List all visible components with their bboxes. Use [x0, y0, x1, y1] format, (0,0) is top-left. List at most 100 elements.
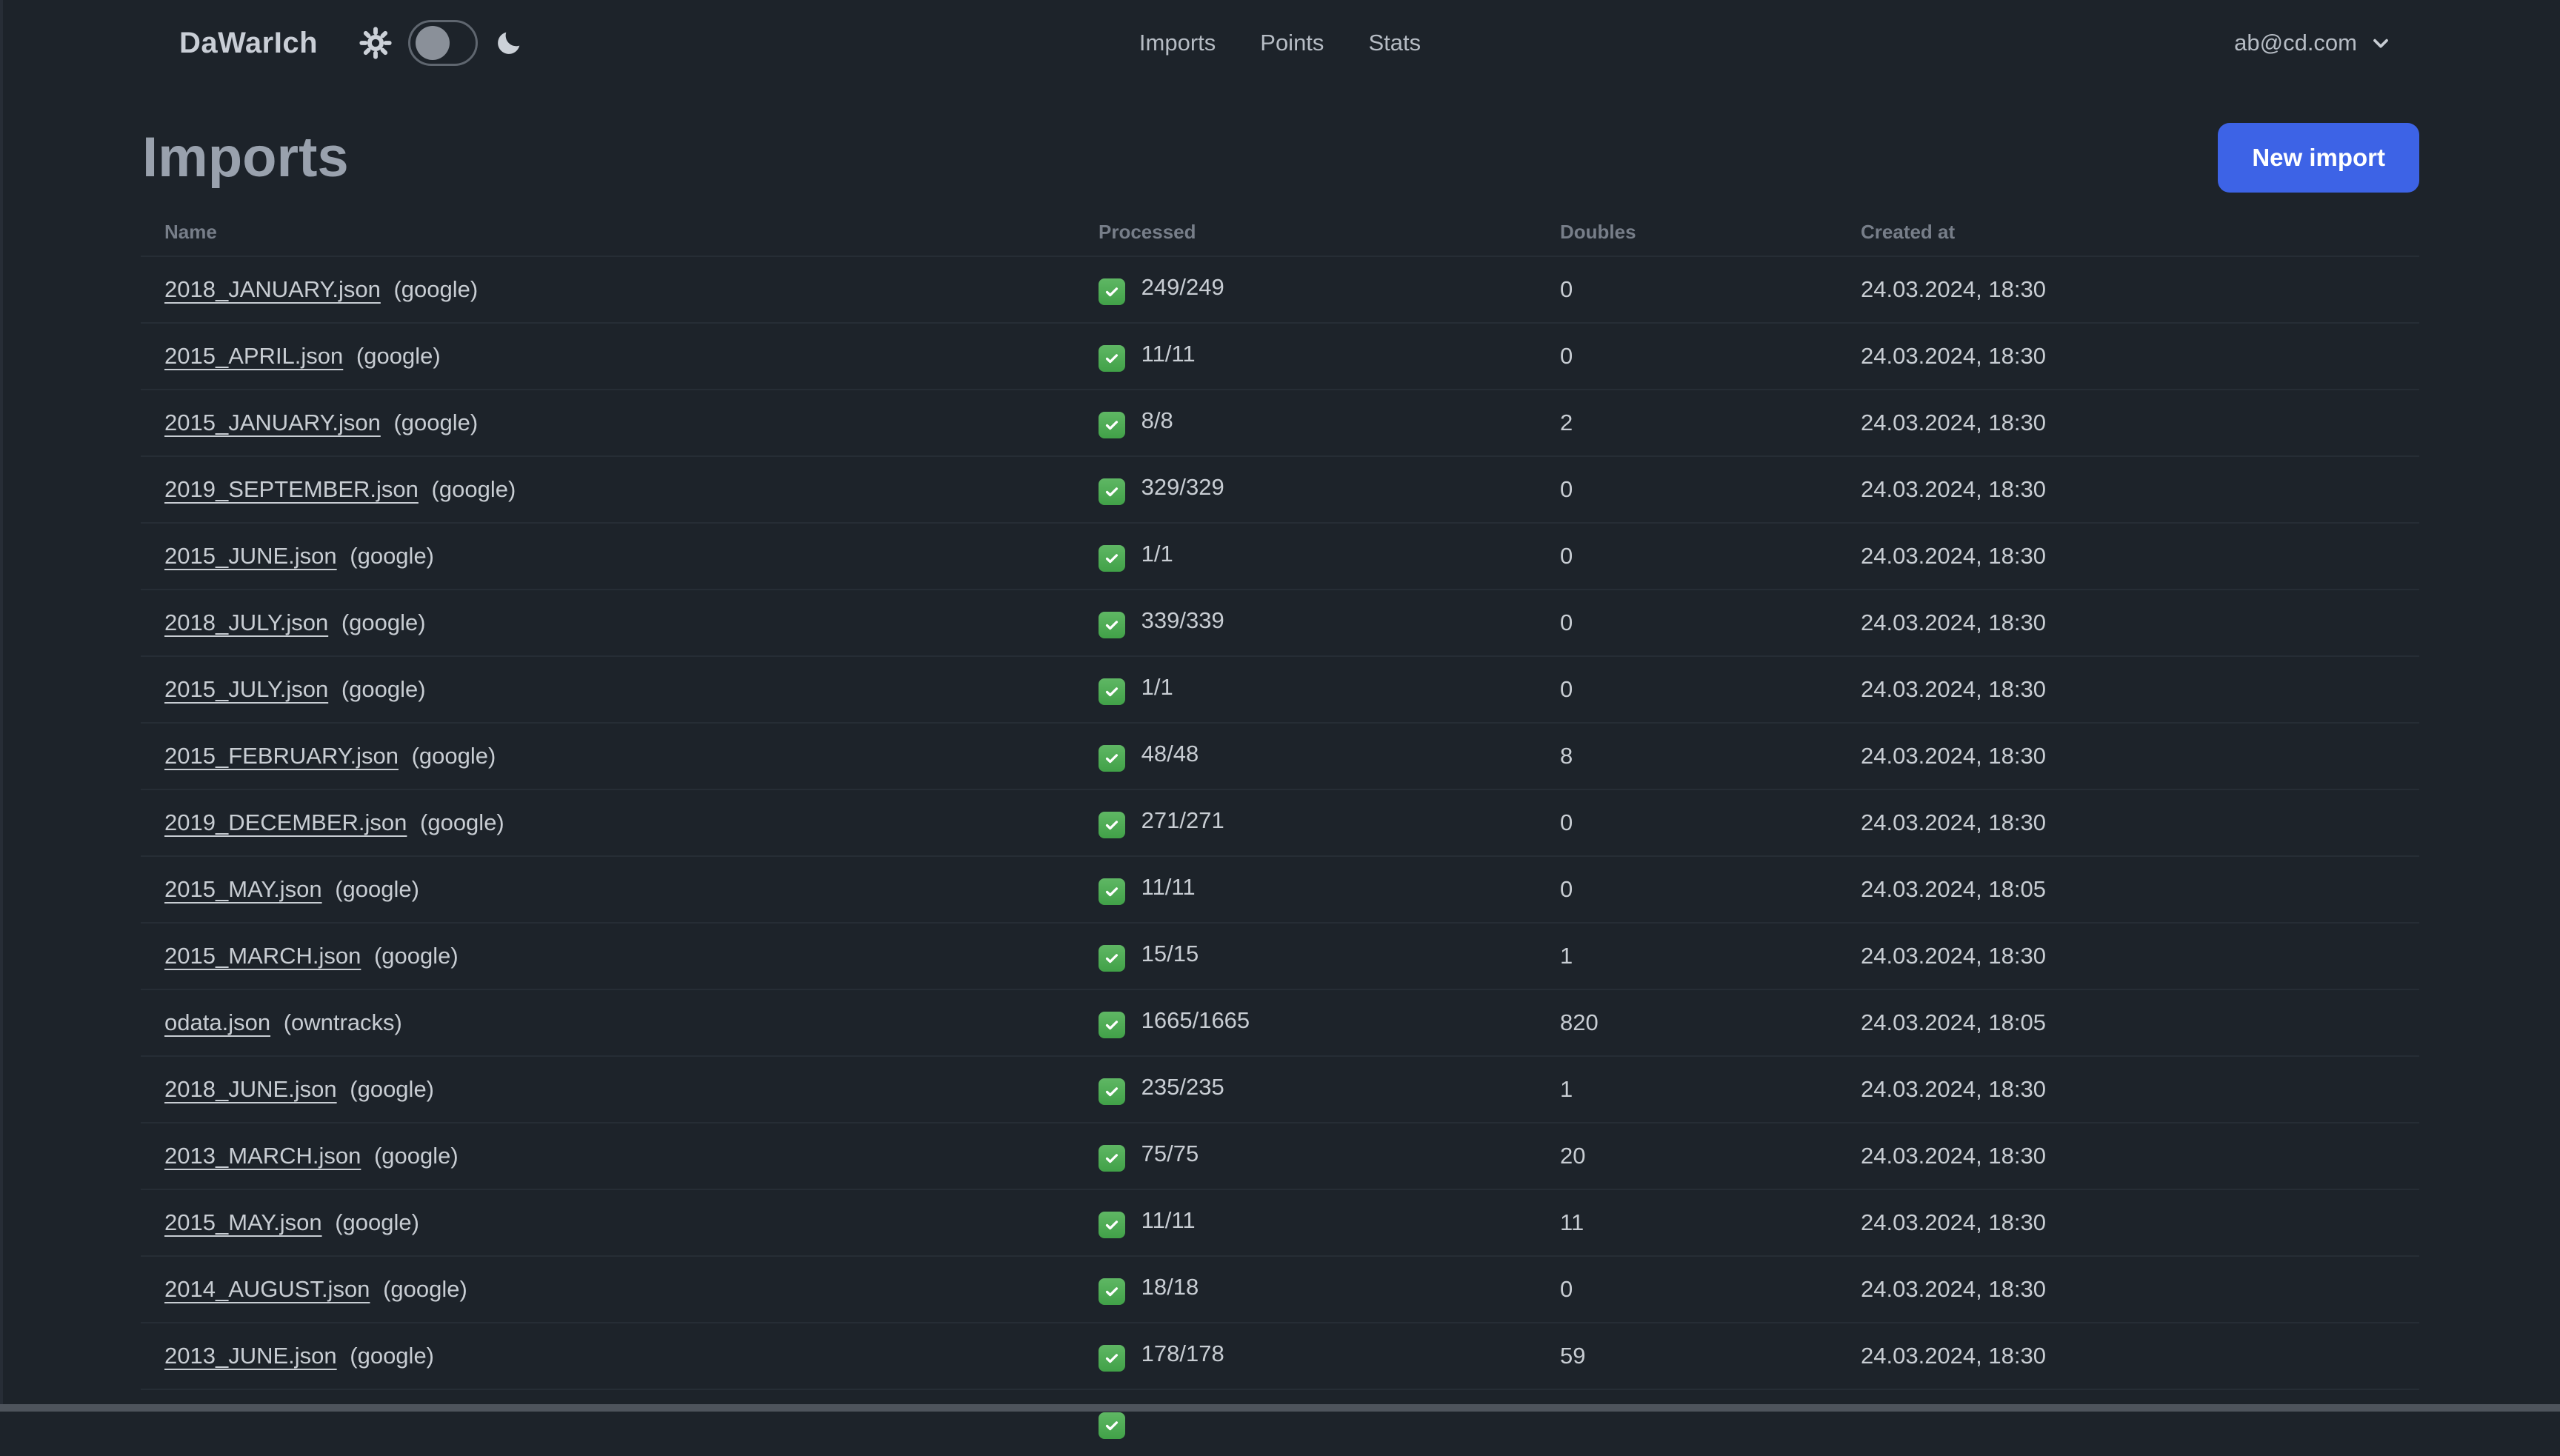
table-row: odata.json (owntracks) 1665/1665 820 24.… — [141, 989, 2419, 1056]
import-source-label: (google) — [350, 1076, 435, 1102]
import-file-link[interactable]: 2014_AUGUST.json — [164, 1276, 370, 1302]
account-email: ab@cd.com — [2234, 30, 2357, 56]
nav-link-imports[interactable]: Imports — [1139, 30, 1216, 56]
table-row: 2018_JUNE.json (google) 235/235 1 24.03.… — [141, 1056, 2419, 1123]
import-file-link[interactable]: 2013_JUNE.json — [164, 1343, 337, 1369]
import-source-label: (google) — [411, 743, 496, 769]
name-cell: 2013_JUNE.json (google) — [141, 1323, 1075, 1389]
navbar-right: ab@cd.com — [2234, 30, 2393, 56]
import-source-label: (google) — [393, 410, 479, 435]
processed-cell: 178/178 — [1075, 1323, 1536, 1389]
doubles-count: 8 — [1560, 743, 1573, 769]
table-row: 2015_MARCH.json (google) 15/15 1 24.03.2… — [141, 923, 2419, 989]
processed-count: 271/271 — [1141, 807, 1224, 833]
name-cell: 2015_MARCH.json (google) — [141, 923, 1075, 989]
doubles-count: 20 — [1560, 1143, 1586, 1169]
processed-cell: 75/75 — [1075, 1123, 1536, 1189]
table-row: 2018_JANUARY.json (google) 249/249 0 24.… — [141, 256, 2419, 323]
page-header: Imports New import — [0, 123, 2560, 193]
table-row: 2013_JUNE.json (google) 178/178 59 24.03… — [141, 1323, 2419, 1389]
nav-link-points[interactable]: Points — [1260, 30, 1324, 56]
import-file-link[interactable]: 2018_JULY.json — [164, 610, 329, 635]
processed-count: 15/15 — [1141, 941, 1199, 966]
import-file-link[interactable]: 2015_APRIL.json — [164, 343, 344, 369]
created-at: 24.03.2024, 18:30 — [1861, 543, 2046, 569]
name-cell: 2015_JUNE.json (google) — [141, 523, 1075, 590]
import-file-link[interactable]: 2015_FEBRUARY.json — [164, 743, 399, 769]
theme-toggle[interactable] — [408, 20, 479, 66]
check-icon — [1099, 678, 1125, 705]
processed-count: 11/11 — [1141, 874, 1196, 900]
created-at: 24.03.2024, 18:30 — [1861, 610, 2046, 635]
import-file-link[interactable]: 2015_JUNE.json — [164, 543, 337, 569]
import-file-link[interactable]: 2018_JANUARY.json — [164, 276, 381, 302]
name-cell: 2015_JULY.json (google) — [141, 656, 1075, 723]
table-row: 2015_JANUARY.json (google) 8/8 2 24.03.2… — [141, 390, 2419, 456]
processed-count: 1/1 — [1141, 674, 1173, 700]
table-row: 2015_JUNE.json (google) 1/1 0 24.03.2024… — [141, 523, 2419, 590]
import-source-label: (google) — [383, 1276, 467, 1302]
table-row: 2014_AUGUST.json (google) 18/18 0 24.03.… — [141, 1256, 2419, 1323]
created-at: 24.03.2024, 18:30 — [1861, 943, 2046, 969]
check-icon — [1099, 545, 1125, 572]
import-file-link[interactable]: 2019_SEPTEMBER.json — [164, 476, 419, 502]
import-file-link[interactable]: 2015_MAY.json — [164, 876, 322, 902]
name-cell: 2015_JANUARY.json (google) — [141, 390, 1075, 456]
check-icon — [1099, 478, 1125, 505]
horizontal-scrollbar[interactable] — [0, 1404, 2560, 1412]
chevron-down-icon — [2373, 39, 2388, 48]
theme-switch-group — [359, 20, 524, 66]
doubles-count: 0 — [1560, 543, 1573, 569]
processed-count: 8/8 — [1141, 407, 1173, 433]
processed-count: 339/339 — [1141, 607, 1224, 633]
import-file-link[interactable]: 2015_JANUARY.json — [164, 410, 381, 435]
processed-cell: 11/11 — [1075, 323, 1536, 390]
import-source-label: (google) — [431, 476, 516, 502]
processed-cell: 8/8 — [1075, 390, 1536, 456]
processed-cell: 48/48 — [1075, 723, 1536, 789]
name-cell: 2013_MARCH.json (google) — [141, 1123, 1075, 1189]
app-logo[interactable]: DaWarIch — [179, 26, 319, 59]
column-header-name: Name — [164, 221, 217, 243]
import-file-link[interactable]: 2018_JUNE.json — [164, 1076, 337, 1102]
moon-icon — [498, 32, 520, 54]
created-at: 24.03.2024, 18:30 — [1861, 343, 2046, 369]
import-file-link[interactable]: 2013_MARCH.json — [164, 1143, 361, 1169]
doubles-count: 59 — [1560, 1343, 1586, 1369]
account-menu[interactable]: ab@cd.com — [2234, 30, 2393, 56]
import-file-link[interactable]: 2019_DECEMBER.json — [164, 809, 407, 835]
doubles-count: 0 — [1560, 1276, 1573, 1302]
processed-cell: 339/339 — [1075, 590, 1536, 656]
import-file-link[interactable]: odata.json — [164, 1009, 271, 1035]
column-header-created-at: Created at — [1861, 221, 1956, 243]
created-at: 24.03.2024, 18:30 — [1861, 676, 2046, 702]
import-source-label: (google) — [373, 943, 459, 969]
doubles-count: 820 — [1560, 1009, 1599, 1035]
page-title: Imports — [142, 126, 349, 189]
check-icon — [1099, 1278, 1125, 1305]
import-source-label: (owntracks) — [283, 1009, 402, 1035]
processed-cell: 271/271 — [1075, 789, 1536, 856]
import-file-link[interactable]: 2015_MAY.json — [164, 1209, 322, 1235]
processed-cell: 18/18 — [1075, 1256, 1536, 1323]
table-row: 2019_SEPTEMBER.json (google) 329/329 0 2… — [141, 456, 2419, 523]
processed-cell: 11/11 — [1075, 1189, 1536, 1256]
import-source-label: (google) — [373, 1143, 459, 1169]
new-import-button[interactable]: New import — [2218, 123, 2419, 193]
created-at: 24.03.2024, 18:30 — [1861, 1343, 2046, 1369]
table-row: 2015_MAY.json (google) 11/11 0 24.03.202… — [141, 856, 2419, 923]
nav-link-stats[interactable]: Stats — [1368, 30, 1421, 56]
import-source-label: (google) — [356, 343, 441, 369]
name-cell: 2015_APRIL.json (google) — [141, 323, 1075, 390]
name-cell: 2019_DECEMBER.json (google) — [141, 789, 1075, 856]
check-icon — [1099, 878, 1125, 905]
doubles-count: 1 — [1560, 1076, 1573, 1102]
navbar: DaWarIch Imports Points Stats ab@c — [0, 0, 2560, 86]
doubles-count: 1 — [1560, 943, 1573, 969]
import-file-link[interactable]: 2015_JULY.json — [164, 676, 329, 702]
import-file-link[interactable]: 2015_MARCH.json — [164, 943, 361, 969]
processed-count: 75/75 — [1141, 1141, 1199, 1166]
created-at: 24.03.2024, 18:30 — [1861, 809, 2046, 835]
table-row: 2019_DECEMBER.json (google) 271/271 0 24… — [141, 789, 2419, 856]
